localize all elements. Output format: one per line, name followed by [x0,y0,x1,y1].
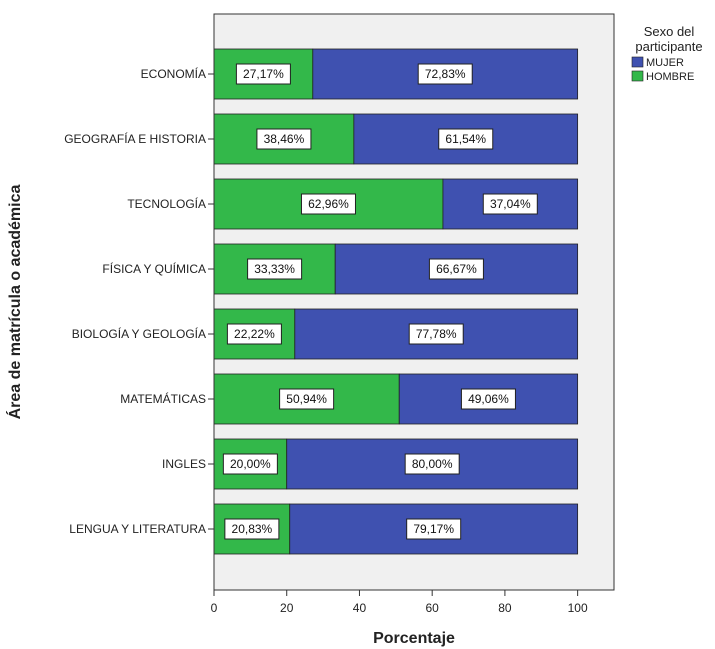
data-label-mujer-1: 61,54% [445,132,486,146]
data-label-box-hombre-0 [235,63,291,85]
category-axis: ECONOMÍA GEOGRAFÍA E HISTORIA TECNOLOGÍA FÍ… [64,14,215,590]
data-label-hombre-5: 50,94% [286,392,327,406]
data-label-box-mujer-2 [482,193,538,215]
x-axis: 0 20 40 60 80 100 [211,590,588,615]
data-label-box-mujer-5 [460,388,516,410]
data-label-box-hombre-7 [224,518,280,540]
data-label-hombre-1: 38,46% [264,132,305,146]
legend-title-line-2: participante [635,39,702,54]
data-label-mujer-0: 72,83% [425,67,466,81]
data-label-hombre-6: 20,00% [230,457,271,471]
data-label-box-mujer-6 [404,453,460,475]
data-label-mujer-5: 49,06% [468,392,509,406]
legend-label-hombre: HOMBRE [646,71,694,83]
data-label-mujer-3: 66,67% [436,262,477,276]
data-label-box-hombre-2 [300,193,356,215]
x-tick-label-1: 20 [280,601,294,615]
category-label-0: ECONOMÍA [141,66,206,81]
legend-label-mujer: MUJER [646,57,684,69]
category-label-1: GEOGRAFÍA E HISTORIA [64,131,206,146]
data-label-hombre-0: 27,17% [243,67,284,81]
legend-swatch-hombre [631,70,644,82]
data-label-hombre-3: 33,33% [254,262,295,276]
data-label-box-mujer-1 [438,128,494,150]
legend-title-line-1: Sexo del [644,24,695,39]
x-tick-label-5: 100 [568,601,588,615]
data-label-hombre-2: 62,96% [308,197,349,211]
data-label-mujer-6: 80,00% [412,457,453,471]
x-tick-label-2: 40 [353,601,367,615]
data-label-box-mujer-7 [406,518,462,540]
data-label-hombre-4: 22,22% [234,327,275,341]
data-label-mujer-2: 37,04% [490,197,531,211]
x-tick-label-4: 80 [498,601,512,615]
data-label-box-hombre-5 [279,388,335,410]
data-label-box-mujer-3 [428,258,484,280]
legend: Sexo del participante MUJER HOMBRE [631,24,703,83]
data-label-box-hombre-1 [256,128,312,150]
data-label-box-hombre-6 [222,453,278,475]
category-label-3: FÍSICA Y QUÍMICA [102,261,206,276]
x-tick-label-3: 60 [426,601,440,615]
y-axis-title: Área de matrícula o académica [5,185,24,420]
data-label-box-mujer-0 [417,63,473,85]
legend-entries: MUJER HOMBRE [631,56,694,83]
data-label-hombre-7: 20,83% [232,522,273,536]
category-label-5: MATEMÁTICAS [120,391,206,406]
category-label-2: TECNOLOGÍA [127,196,206,211]
value-labels-group: 27,17% 72,83% 38,46% 61,54% 62,96% 37,04% 33,3… [222,63,538,540]
category-label-7: LENGUA Y LITERATURA [69,522,206,536]
data-label-mujer-7: 79,17% [413,522,454,536]
data-label-box-hombre-4 [226,323,282,345]
legend-swatch-mujer [631,56,644,68]
plot-area [213,13,615,591]
x-tick-label-0: 0 [211,601,218,615]
data-label-box-mujer-4 [408,323,464,345]
data-label-box-hombre-3 [247,258,303,280]
category-label-4: BIOLOGÍA Y GEOLOGÍA [72,326,206,341]
x-axis-title: Porcentaje [373,630,455,647]
category-label-6: INGLES [162,457,206,471]
data-label-mujer-4: 77,78% [416,327,457,341]
